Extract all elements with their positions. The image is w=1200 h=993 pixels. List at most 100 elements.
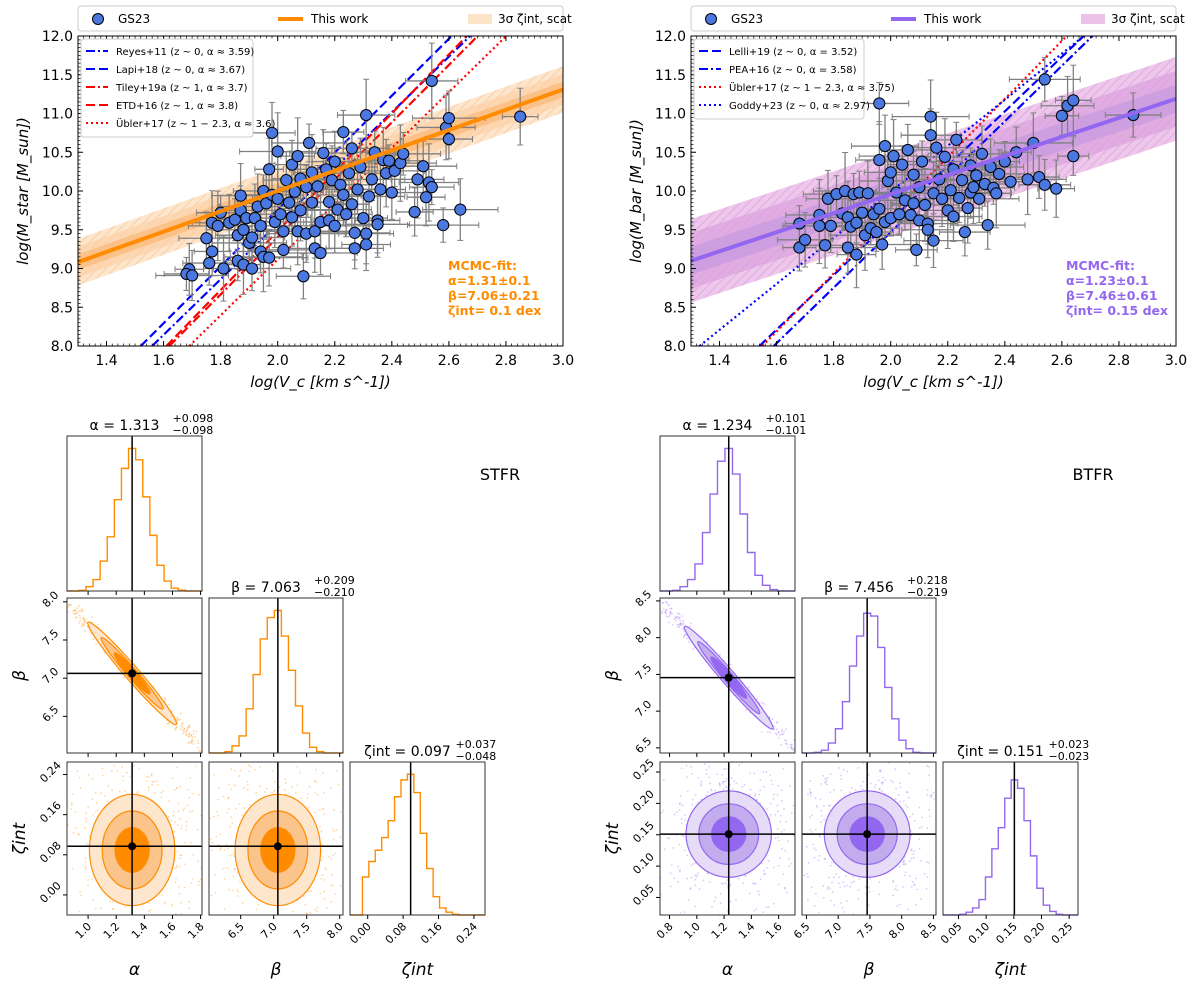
sample-point [772, 902, 775, 905]
y-tick-label: 11.0 [655, 107, 686, 123]
sample-point [372, 823, 374, 825]
sample-point [77, 605, 80, 608]
sample-point [303, 711, 305, 713]
sample-point [653, 586, 655, 588]
sample-point [189, 742, 192, 744]
sample-point [759, 878, 762, 881]
sample-point [750, 742, 752, 744]
sample-point [188, 900, 191, 903]
y-tick-label: 10.5 [655, 145, 686, 161]
sample-point [776, 804, 779, 807]
sample-point [128, 775, 131, 778]
sample-point [787, 746, 789, 749]
sample-point [68, 604, 71, 607]
data-point [850, 248, 863, 261]
param-title: ζint = 0.151 [957, 744, 1044, 760]
sample-point [215, 768, 217, 770]
sample-point [197, 747, 200, 749]
sample-point [284, 778, 286, 780]
sample-point [694, 878, 697, 881]
sample-point [781, 733, 784, 736]
sample-point [70, 808, 72, 810]
sample-point [763, 873, 766, 875]
data-point [360, 238, 373, 251]
sample-point [186, 789, 189, 791]
sample-point [729, 884, 732, 886]
legend-label: PEA+16 (z ~ 0, α = 3.58) [729, 65, 857, 76]
sample-point [36, 569, 38, 571]
data-point [322, 195, 336, 208]
x-tick-label: 3.0 [552, 353, 574, 369]
relation-line-1 [139, 36, 454, 346]
legend-label: GS23 [731, 12, 763, 26]
sample-point [294, 792, 297, 795]
sample-point [213, 773, 216, 776]
y-tick-label: 9.0 [664, 262, 686, 278]
sample-point [155, 780, 158, 783]
sample-point [119, 917, 121, 919]
sample-point [173, 830, 176, 833]
sample-point [96, 623, 99, 626]
sample-point [766, 731, 769, 733]
relation-line-3 [165, 36, 469, 346]
data-point [878, 139, 892, 153]
sample-point [316, 738, 318, 740]
x-tick-label: 1.4 [129, 920, 151, 942]
sample-point [742, 882, 745, 885]
sample-point [176, 766, 179, 769]
relations-legend: Lelli+19 (z ~ 0, α = 3.52) PEA+16 (z ~ 0,… [693, 38, 895, 120]
sample-point [72, 610, 75, 612]
sample-point [314, 811, 316, 814]
sample-point [676, 615, 679, 618]
data-point [425, 181, 438, 194]
x-tick-label: 1.6 [157, 920, 179, 942]
sample-point [266, 705, 268, 707]
sample-point [173, 821, 176, 823]
sample-point [679, 744, 681, 746]
sample-point [234, 769, 236, 772]
sample-point [778, 839, 781, 842]
sample-point [179, 718, 182, 721]
sample-point [252, 952, 254, 954]
data-point [340, 208, 353, 221]
sample-point [326, 727, 328, 729]
data-point [824, 219, 837, 232]
sample-point [785, 742, 787, 745]
sample-point [184, 856, 186, 858]
data-point [419, 191, 433, 204]
sample-point [100, 792, 102, 795]
sample-point [662, 602, 664, 604]
sample-point [232, 868, 235, 870]
sample-point [184, 822, 186, 824]
sample-point [171, 777, 174, 779]
legend-band-icon [1081, 14, 1105, 24]
y-tick-label: 0.00 [37, 879, 64, 906]
data-point [938, 150, 952, 163]
data-point [351, 183, 364, 196]
sample-point [315, 781, 317, 783]
sample-point [678, 803, 681, 805]
sample-point [205, 748, 207, 750]
data-point [944, 184, 957, 197]
sample-point [197, 742, 200, 745]
sample-point [743, 783, 746, 786]
sample-point [179, 853, 182, 856]
sample-point [87, 844, 89, 846]
sample-point [132, 764, 135, 767]
sample-point [243, 787, 246, 789]
sample-point [198, 855, 200, 857]
sample-point [770, 779, 773, 782]
sample-point [83, 617, 85, 620]
sample-point [689, 887, 692, 889]
sample-point [186, 729, 188, 732]
sample-point [622, 558, 624, 560]
sample-point [289, 972, 291, 974]
sample-point [724, 780, 727, 783]
sample-point [783, 739, 786, 742]
sample-point [792, 804, 795, 807]
sample-point [691, 772, 694, 775]
sample-point [792, 747, 795, 750]
sample-point [137, 942, 139, 944]
panel-frame [801, 597, 937, 754]
x-tick-label: 1.8 [823, 353, 845, 369]
